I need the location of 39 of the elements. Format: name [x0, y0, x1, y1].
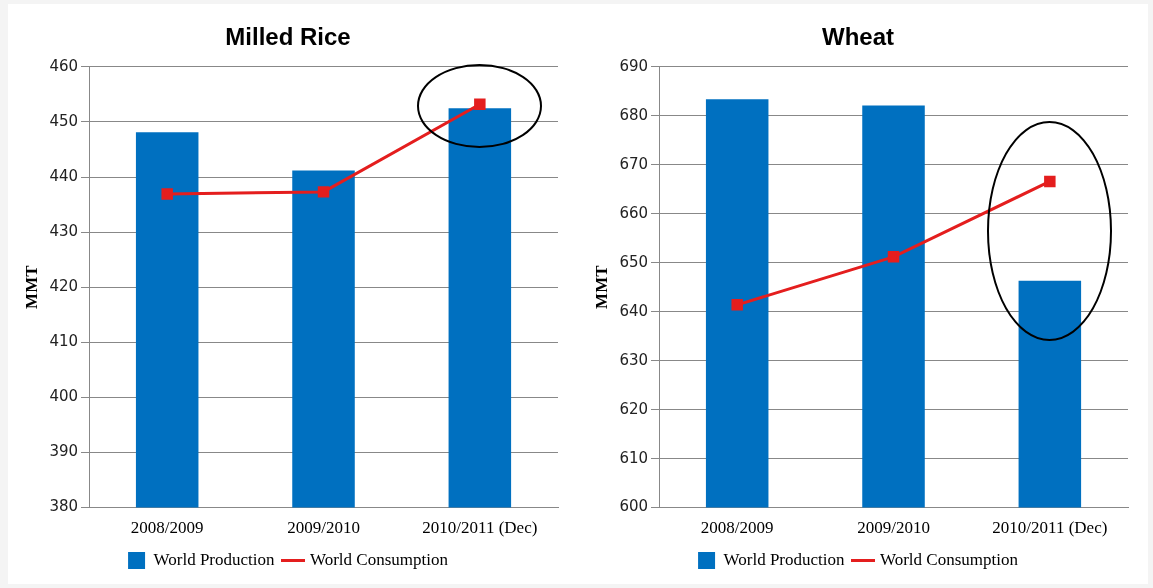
x-tick-label: 2008/2009: [130, 518, 204, 538]
y-tick-label: 460: [49, 56, 79, 75]
y-tick-label: 610: [619, 448, 649, 467]
x-tick-label: 2008/2009: [700, 518, 774, 538]
y-tick-label: 420: [49, 277, 79, 296]
y-tick-label: 630: [619, 350, 649, 369]
legend-label: World Consumption: [309, 549, 449, 569]
chart-title: Milled Rice: [225, 23, 351, 51]
y-tick-label: 400: [49, 387, 79, 406]
y-tick-label: 450: [49, 111, 79, 130]
point: [161, 188, 173, 200]
y-tick-label: 690: [619, 56, 649, 75]
y-tick-label: 600: [619, 497, 649, 516]
legend-label: World Production: [723, 549, 845, 569]
point: [317, 186, 330, 198]
y-tick-label: 440: [49, 166, 79, 185]
chart-title: Wheat: [822, 23, 895, 51]
y-tick-label: 390: [49, 442, 79, 461]
y-tick-label: 640: [619, 301, 649, 320]
y-tick-label: 650: [619, 252, 649, 271]
x-tick-label: 2010/2011 (Dec): [992, 518, 1108, 538]
point: [731, 299, 743, 311]
y-tick-label: 380: [49, 497, 79, 516]
y-tick-label: 680: [619, 105, 649, 124]
x-tick-label: 2009/2010: [287, 518, 360, 538]
point: [887, 251, 900, 263]
y-tick-label: 670: [619, 154, 649, 173]
y-tick-label: 430: [49, 221, 79, 240]
y-tick-label: 410: [49, 332, 79, 351]
legend-label: World Production: [153, 549, 275, 569]
y-tick-label: 620: [619, 399, 649, 418]
y-axis-title: MMT: [591, 264, 611, 309]
y-axis-title: MMT: [21, 264, 41, 309]
legend-label: World Consumption: [879, 549, 1019, 569]
point: [1044, 175, 1056, 188]
x-tick-label: 2009/2010: [857, 518, 930, 538]
point: [474, 98, 486, 111]
y-tick-label: 660: [619, 203, 649, 222]
x-tick-label: 2010/2011 (Dec): [422, 518, 538, 538]
